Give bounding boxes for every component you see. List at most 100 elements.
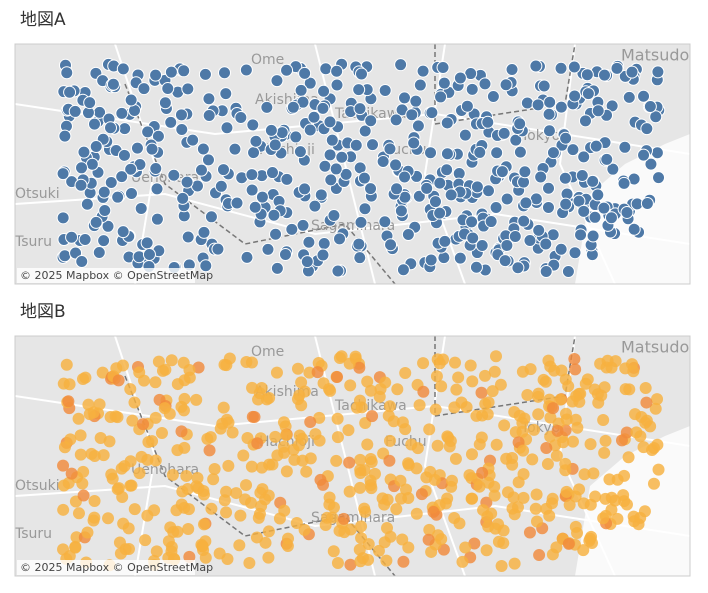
point	[486, 89, 500, 103]
point	[432, 529, 445, 542]
point	[298, 66, 312, 80]
point	[546, 146, 560, 160]
point	[294, 83, 308, 97]
point	[220, 359, 233, 372]
point	[560, 485, 573, 498]
point	[132, 250, 146, 264]
point	[56, 211, 70, 225]
point	[204, 210, 218, 224]
point	[464, 359, 477, 372]
point	[364, 114, 378, 128]
point	[468, 537, 481, 550]
point	[541, 200, 555, 214]
point	[186, 133, 200, 147]
point	[649, 402, 662, 415]
point	[87, 117, 101, 131]
point	[358, 124, 372, 138]
point	[68, 104, 82, 118]
point	[327, 545, 340, 558]
point	[481, 184, 495, 198]
point	[618, 140, 632, 154]
point	[627, 222, 641, 236]
point	[74, 448, 87, 461]
point	[354, 67, 368, 81]
point	[354, 215, 368, 229]
point	[248, 200, 262, 214]
point	[532, 223, 546, 237]
point	[296, 218, 310, 232]
point	[190, 393, 203, 406]
point	[603, 473, 616, 486]
point	[540, 441, 553, 454]
point	[148, 504, 161, 517]
point	[528, 423, 541, 436]
point	[588, 210, 602, 224]
point	[243, 556, 256, 569]
point	[101, 219, 115, 233]
point	[331, 264, 345, 278]
point	[575, 169, 589, 183]
point	[554, 242, 568, 256]
point	[331, 556, 344, 569]
point	[63, 378, 76, 391]
point	[551, 424, 564, 437]
point	[117, 517, 130, 530]
point	[481, 408, 494, 421]
point	[433, 176, 447, 190]
point	[470, 180, 484, 194]
point	[644, 157, 658, 171]
point	[517, 444, 530, 457]
point	[539, 237, 553, 251]
point	[112, 374, 125, 387]
point	[290, 517, 303, 530]
point	[433, 206, 447, 220]
point	[366, 138, 380, 152]
point	[448, 512, 461, 525]
point	[75, 161, 89, 175]
point	[296, 432, 309, 445]
point	[115, 106, 129, 120]
point	[610, 61, 624, 75]
point	[269, 430, 282, 443]
point	[532, 408, 545, 421]
point	[354, 481, 367, 494]
point	[259, 536, 272, 549]
point	[133, 467, 146, 480]
point	[598, 68, 612, 82]
point	[164, 65, 178, 79]
point	[205, 502, 218, 515]
point	[558, 171, 572, 185]
point	[649, 110, 663, 124]
point	[537, 373, 550, 386]
point	[246, 118, 260, 132]
point	[201, 153, 215, 167]
point	[459, 541, 472, 554]
point	[396, 263, 410, 277]
point	[497, 537, 510, 550]
point	[139, 534, 152, 547]
point	[450, 383, 463, 396]
point	[330, 64, 344, 78]
point	[128, 503, 141, 516]
point	[74, 178, 88, 192]
point	[542, 181, 556, 195]
point	[197, 225, 211, 239]
point	[591, 188, 605, 202]
point	[488, 365, 501, 378]
point	[278, 446, 291, 459]
point	[383, 400, 396, 413]
point	[77, 373, 90, 386]
point	[495, 165, 509, 179]
point	[196, 539, 209, 552]
point	[589, 139, 603, 153]
point	[75, 254, 89, 268]
point	[438, 234, 452, 248]
point	[398, 170, 412, 184]
point	[118, 122, 132, 136]
point	[444, 188, 458, 202]
point	[597, 512, 610, 525]
point	[380, 554, 393, 567]
point	[481, 115, 495, 129]
point	[298, 182, 312, 196]
point	[577, 204, 591, 218]
